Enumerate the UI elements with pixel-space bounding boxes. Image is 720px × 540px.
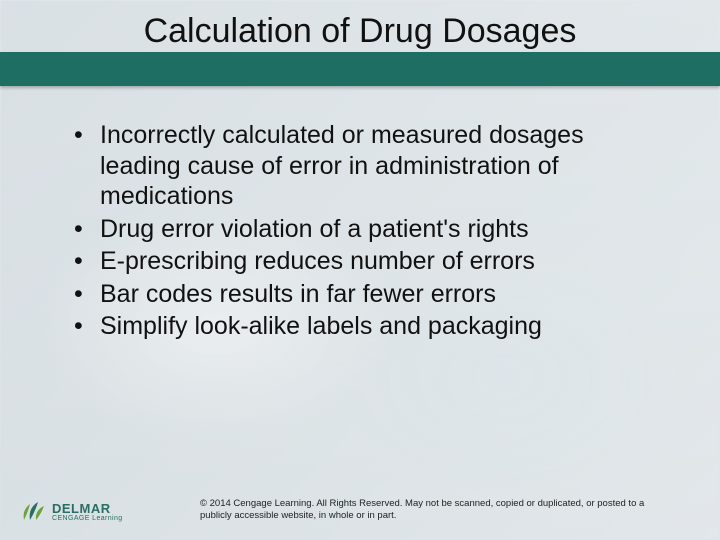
list-item: Drug error violation of a patient's righ…: [70, 214, 670, 245]
copyright-text: © 2014 Cengage Learning. All Rights Rese…: [200, 498, 660, 522]
list-item: E-prescribing reduces number of errors: [70, 246, 670, 277]
list-item: Simplify look-alike labels and packaging: [70, 311, 670, 342]
slide-title: Calculation of Drug Dosages: [0, 12, 720, 51]
logo-text: DELMAR CENGAGE Learning: [52, 502, 123, 522]
header-band: [0, 52, 720, 86]
logo-subline: CENGAGE Learning: [52, 515, 123, 522]
list-item: Bar codes results in far fewer errors: [70, 279, 670, 310]
list-item: Incorrectly calculated or measured dosag…: [70, 120, 670, 212]
bullet-list: Incorrectly calculated or measured dosag…: [70, 120, 670, 342]
leaf-icon: [20, 500, 46, 524]
slide: Calculation of Drug Dosages Incorrectly …: [0, 0, 720, 540]
publisher-logo: DELMAR CENGAGE Learning: [20, 500, 123, 524]
content-area: Incorrectly calculated or measured dosag…: [70, 120, 670, 344]
logo-name: DELMAR: [52, 502, 123, 515]
